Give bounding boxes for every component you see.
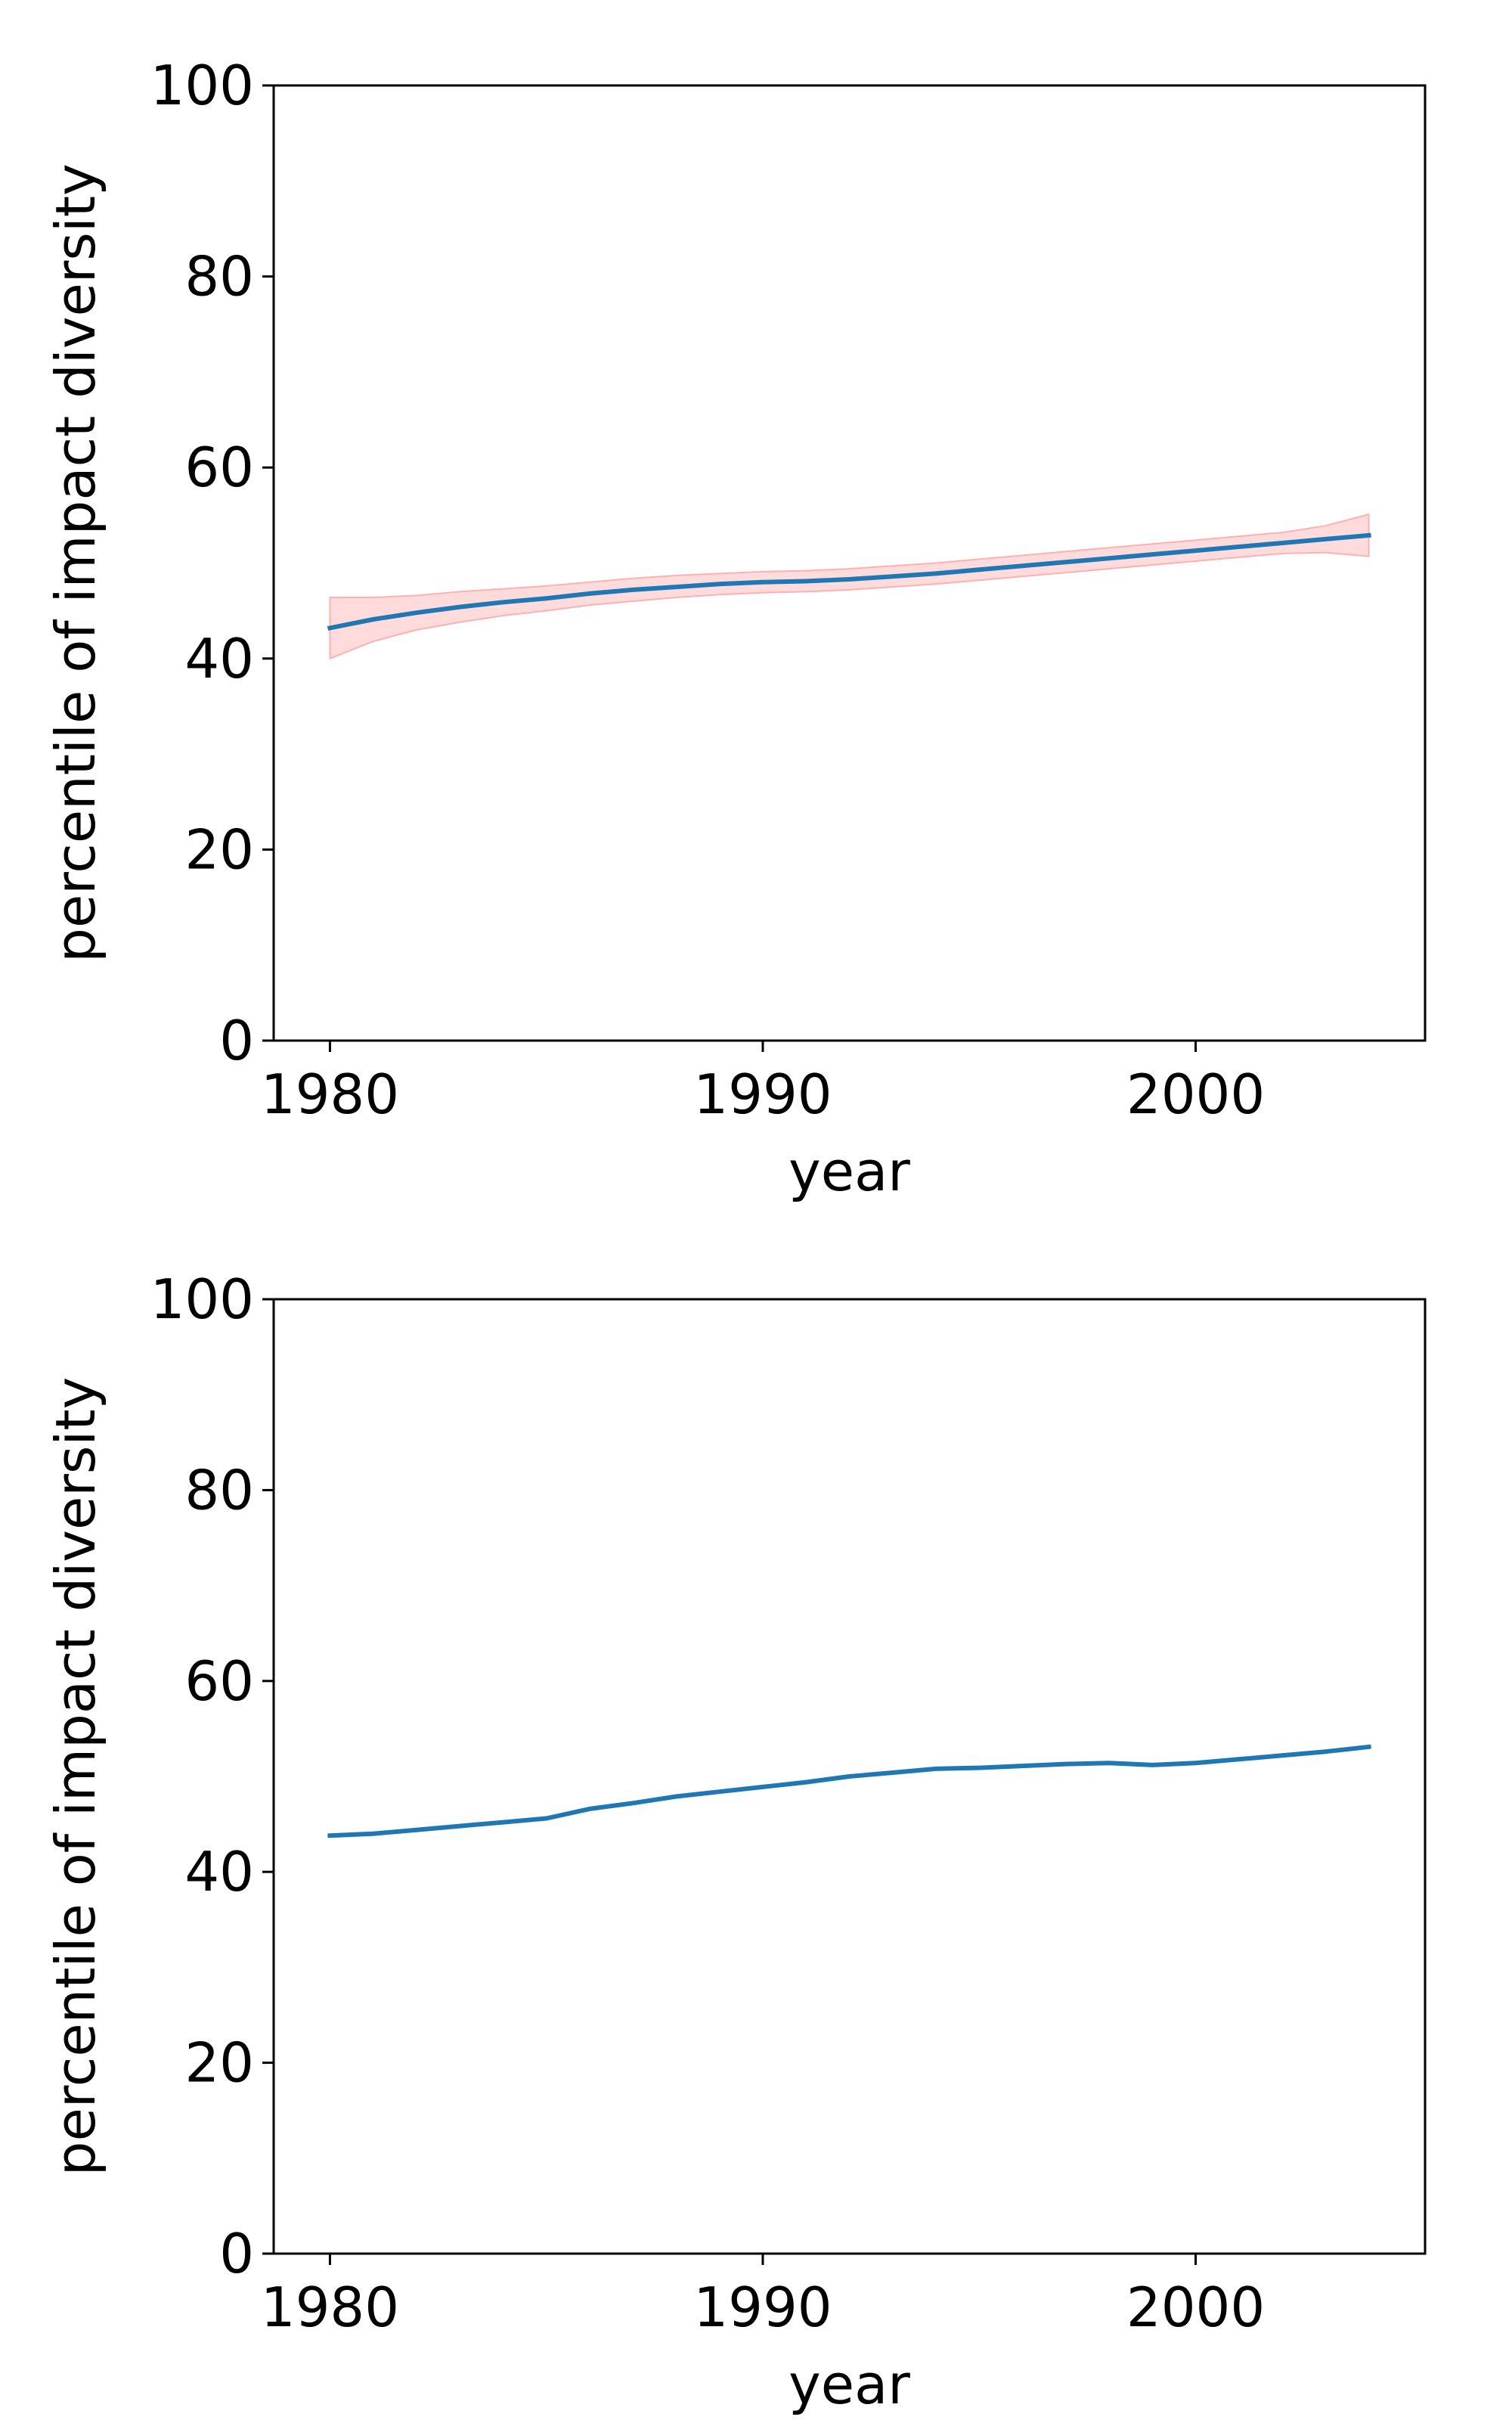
y-tick-label: 80 (184, 1458, 254, 1522)
y-tick-label: 40 (184, 627, 254, 690)
data-point (761, 1785, 765, 1789)
data-point (1107, 556, 1111, 560)
y-tick-label: 20 (184, 2031, 254, 2095)
y-tick-label: 20 (184, 818, 254, 881)
data-point (1064, 1762, 1068, 1767)
data-point (1150, 1763, 1154, 1767)
data-point (371, 1832, 376, 1836)
data-point (587, 591, 592, 596)
y-tick-label: 100 (150, 1267, 254, 1331)
series-line (327, 532, 1371, 631)
data-point (1323, 537, 1328, 541)
data-point (1367, 533, 1371, 538)
y-tick-label: 0 (219, 1009, 254, 1072)
data-point (631, 1801, 635, 1805)
data-point (1237, 1757, 1241, 1761)
y-tick-label: 100 (150, 54, 254, 117)
data-point (327, 1833, 332, 1838)
data-point (414, 610, 419, 615)
data-point (1107, 1761, 1111, 1765)
data-point (1150, 552, 1154, 557)
data-point (674, 1795, 679, 1799)
plot-frame (272, 84, 1427, 1042)
x-axis-label: year (789, 2353, 910, 2416)
confidence-band (329, 513, 1370, 660)
data-point (891, 574, 895, 579)
y-axis-label: percentile of impact diversity (44, 163, 107, 962)
x-tick-label: 1980 (261, 2276, 399, 2339)
data-point (1237, 544, 1241, 549)
data-point (1280, 1753, 1284, 1758)
data-point (717, 1789, 722, 1794)
data-point (501, 600, 506, 604)
data-point (1021, 1764, 1025, 1768)
data-point (631, 588, 635, 592)
data-point (1064, 560, 1068, 564)
data-point (977, 567, 981, 572)
data-point (1194, 548, 1198, 553)
data-point (977, 1766, 981, 1770)
data-point (847, 577, 852, 582)
data-point (934, 1767, 938, 1771)
data-point (1194, 1761, 1198, 1765)
data-point (457, 1824, 462, 1829)
data-point (587, 1807, 592, 1811)
data-point (804, 579, 808, 584)
plot-frame (272, 1298, 1427, 2255)
data-point (371, 617, 376, 622)
data-point (501, 1820, 506, 1825)
x-tick-label: 1980 (261, 1063, 399, 1126)
x-tick-label: 1990 (693, 2276, 832, 2339)
data-point (1323, 1749, 1328, 1754)
data-point (1280, 541, 1284, 545)
data-point (327, 625, 332, 630)
x-axis-label: year (789, 1140, 910, 1203)
y-axis-label: percentile of impact diversity (44, 1377, 107, 2176)
series-line (327, 1744, 1371, 1838)
data-point (934, 571, 938, 576)
y-tick-label: 40 (184, 1840, 254, 1903)
data-point (674, 585, 679, 589)
y-tick-label: 80 (184, 245, 254, 309)
data-point (544, 1817, 549, 1821)
data-point (1021, 563, 1025, 568)
data-point (414, 1828, 419, 1832)
data-point (891, 1770, 895, 1775)
y-tick-label: 0 (219, 2222, 254, 2285)
data-point (847, 1774, 852, 1779)
x-tick-label: 2000 (1126, 1063, 1265, 1126)
y-tick-label: 60 (184, 1649, 254, 1713)
x-tick-label: 2000 (1126, 2276, 1265, 2339)
bottom-chart-panel: 0 20 40 60 80 100 1980 1990 2000 year percentile o… (44, 1267, 1427, 2416)
y-tick-label: 60 (184, 436, 254, 499)
data-point (804, 1780, 808, 1785)
top-chart-panel: 0 20 40 60 80 100 1980 1990 2000 year percentile o… (44, 54, 1427, 1203)
data-point (544, 596, 549, 600)
data-point (1367, 1745, 1371, 1749)
x-tick-label: 1990 (693, 1063, 832, 1126)
data-point (761, 580, 765, 585)
data-point (717, 582, 722, 586)
data-point (457, 605, 462, 610)
